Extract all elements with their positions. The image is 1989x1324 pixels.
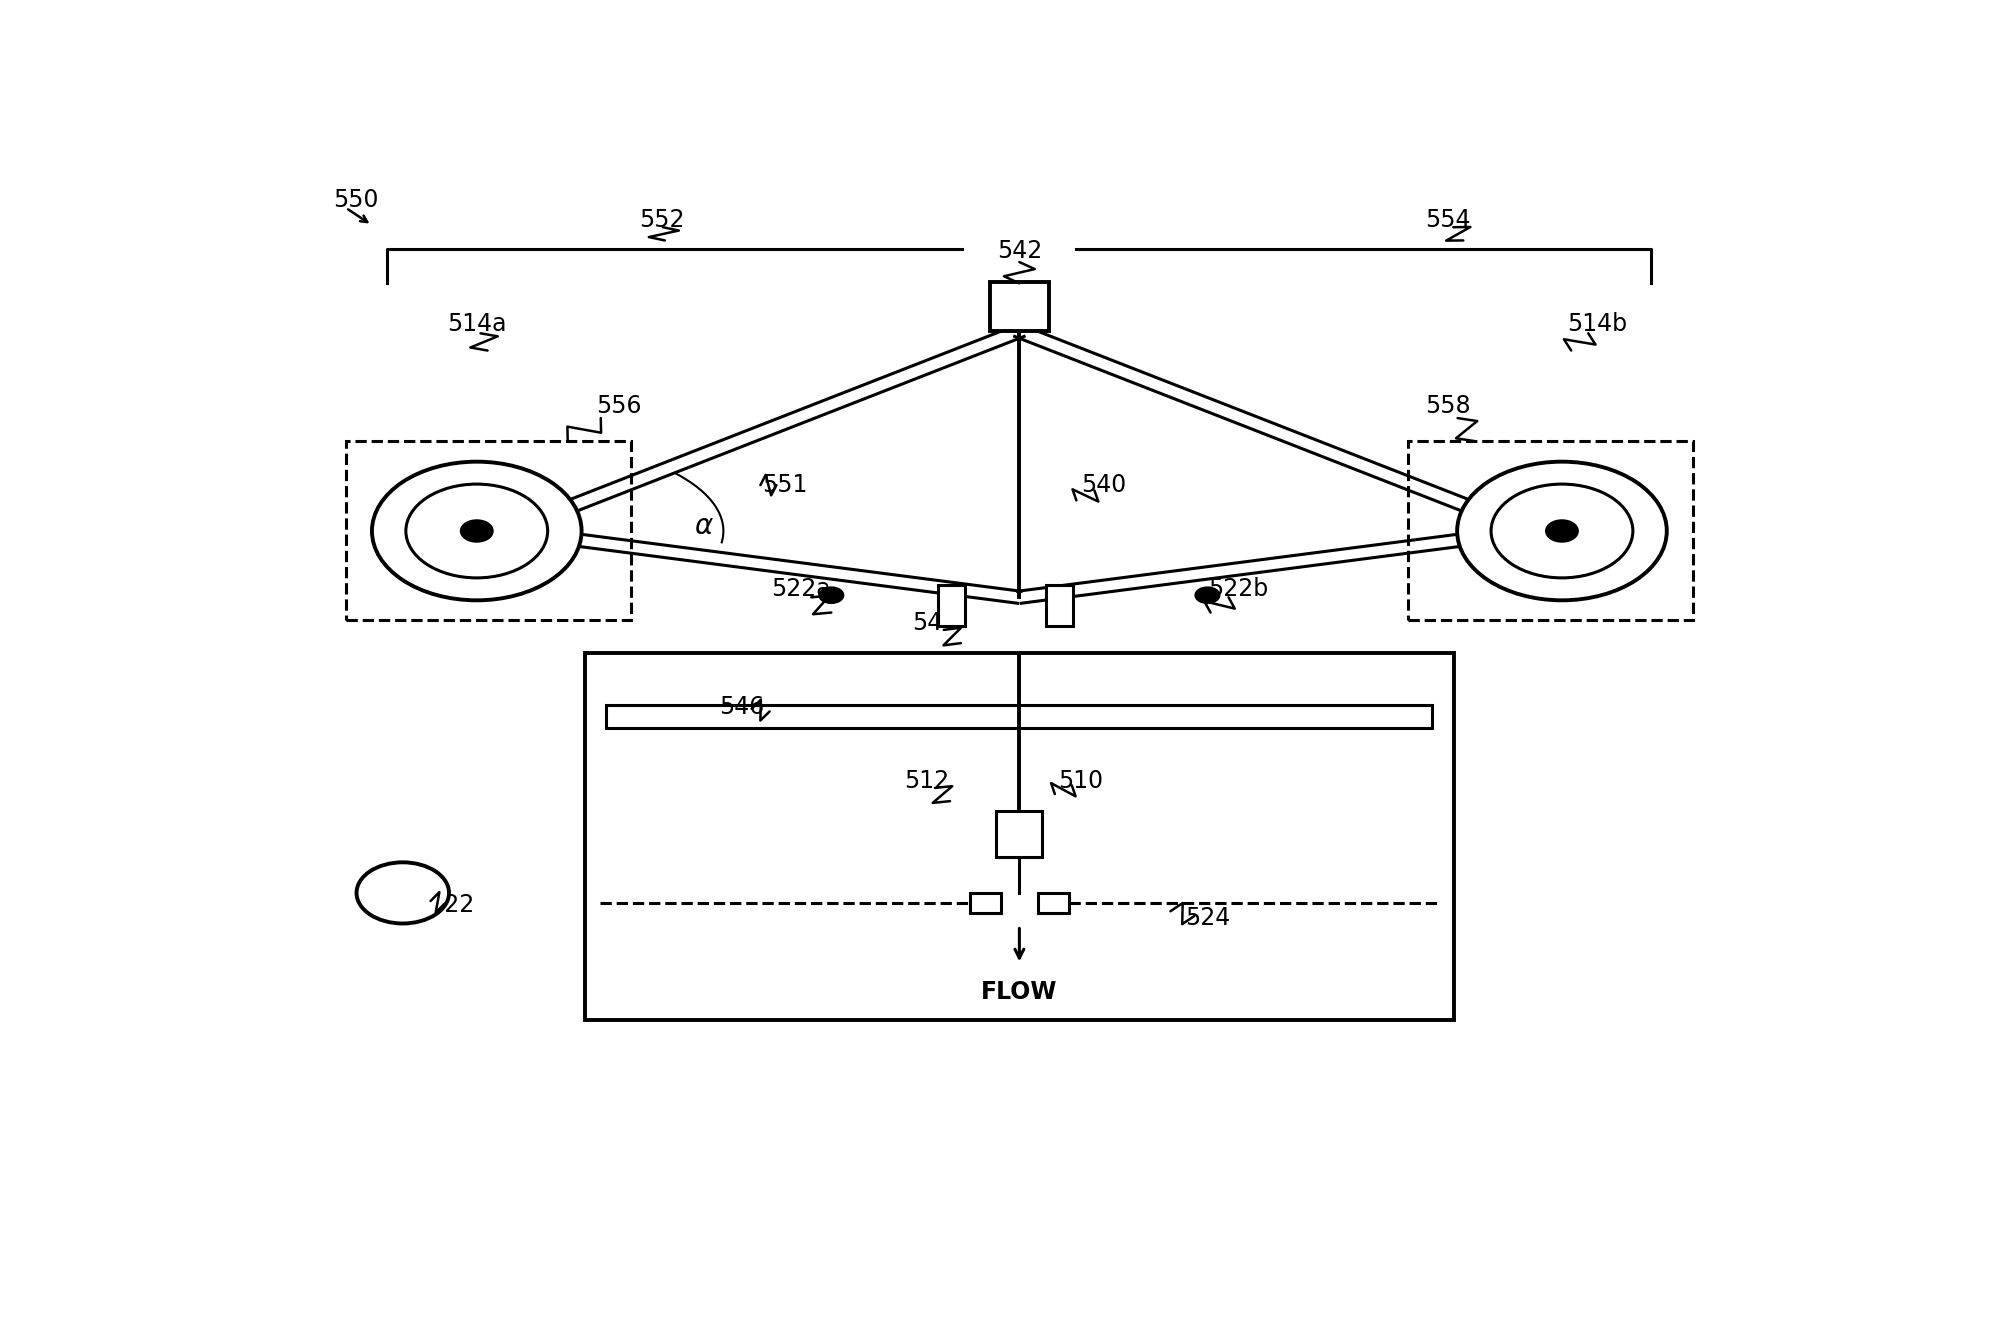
Text: 550: 550 (334, 188, 380, 212)
Text: 524: 524 (1185, 907, 1229, 931)
Bar (1046, 585, 1074, 626)
Text: α: α (694, 512, 712, 540)
Circle shape (461, 520, 491, 542)
Circle shape (1547, 520, 1577, 542)
Text: 512: 512 (905, 769, 949, 793)
Bar (1038, 892, 1068, 914)
Text: 522a: 522a (770, 577, 829, 601)
Bar (937, 585, 965, 626)
Bar (971, 892, 1000, 914)
Text: 556: 556 (597, 393, 640, 417)
Text: 544: 544 (911, 610, 957, 634)
Text: 522b: 522b (1207, 577, 1269, 601)
Text: 514a: 514a (448, 312, 507, 336)
Text: 546: 546 (720, 695, 764, 719)
Circle shape (406, 485, 547, 577)
Text: 510: 510 (1058, 769, 1104, 793)
Circle shape (1458, 462, 1667, 600)
Text: 522: 522 (430, 894, 475, 918)
Bar (996, 812, 1042, 857)
Text: 552: 552 (638, 208, 684, 232)
Text: FLOW: FLOW (981, 980, 1058, 1004)
Text: 554: 554 (1426, 208, 1470, 232)
Bar (1408, 441, 1693, 620)
Text: 514b: 514b (1567, 312, 1627, 336)
Circle shape (1195, 587, 1219, 604)
Text: 558: 558 (1424, 393, 1470, 417)
Bar (991, 282, 1048, 331)
Circle shape (1492, 485, 1633, 577)
Circle shape (356, 862, 450, 924)
Bar (607, 706, 1432, 728)
Text: 540: 540 (1082, 473, 1128, 496)
Bar (346, 441, 631, 620)
Text: +: + (396, 876, 410, 891)
Text: 542: 542 (996, 238, 1042, 262)
Circle shape (372, 462, 581, 600)
Circle shape (819, 587, 843, 604)
Bar (585, 653, 1454, 1021)
Text: 551: 551 (762, 473, 808, 496)
Text: −: − (396, 894, 410, 912)
